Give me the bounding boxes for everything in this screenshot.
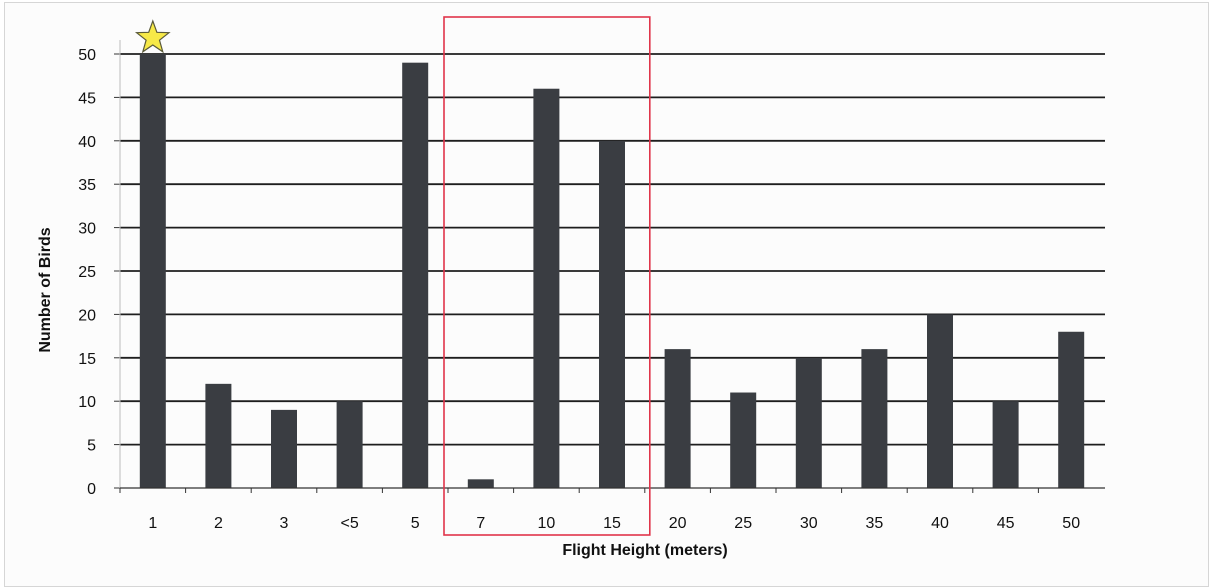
highlight-box xyxy=(443,16,651,536)
bar xyxy=(795,357,822,488)
bar xyxy=(992,401,1019,488)
star-icon xyxy=(134,19,171,54)
x-tick-label: 2 xyxy=(214,515,223,532)
bar xyxy=(861,349,888,488)
bar xyxy=(467,479,494,488)
y-tick-label: 10 xyxy=(78,394,96,411)
y-axis-ticks: 0 5 10 15 20 25 30 35 40 45 50 xyxy=(78,40,121,498)
x-axis-title: Flight Height (meters) xyxy=(562,542,727,559)
x-tick-label: 25 xyxy=(734,515,752,532)
y-tick-label: 25 xyxy=(78,264,96,281)
x-tick-label: 7 xyxy=(476,515,485,532)
y-tick-label: 30 xyxy=(78,221,96,238)
bars xyxy=(139,54,1085,489)
x-tick-label: 50 xyxy=(1062,515,1080,532)
x-tick-label: 1 xyxy=(148,515,157,532)
y-axis-title: Number of Birds xyxy=(37,227,54,352)
y-tick-label: 35 xyxy=(78,177,96,194)
x-tick-label: 20 xyxy=(669,515,687,532)
x-tick-label: 5 xyxy=(411,515,420,532)
bar xyxy=(599,140,625,489)
y-tick-label: 20 xyxy=(78,307,96,324)
x-tick-label: 3 xyxy=(280,515,289,532)
y-tick-label: 40 xyxy=(78,134,96,151)
x-tick-label: 30 xyxy=(800,515,818,532)
x-axis-ticks: 1 2 3 <5 5 7 10 15 20 25 30 35 40 45 50 xyxy=(119,488,1080,532)
x-tick-label: 45 xyxy=(997,515,1015,532)
y-tick-label: 15 xyxy=(78,351,96,368)
y-tick-label: 5 xyxy=(87,438,96,455)
bar xyxy=(1058,331,1085,488)
y-tick-label: 0 xyxy=(87,481,96,498)
y-tick-label: 45 xyxy=(78,90,96,107)
x-tick-label: 40 xyxy=(931,515,949,532)
y-tick-label: 50 xyxy=(78,47,96,64)
bar xyxy=(533,88,560,488)
bar xyxy=(205,383,232,488)
bar xyxy=(730,392,757,488)
bar xyxy=(271,409,297,488)
bar xyxy=(927,314,953,488)
bar xyxy=(664,349,691,488)
bar xyxy=(139,54,166,488)
bar xyxy=(402,62,429,489)
x-tick-label: 15 xyxy=(603,515,621,532)
x-tick-label: 10 xyxy=(538,515,556,532)
x-tick-label: <5 xyxy=(340,515,358,532)
x-tick-label: 35 xyxy=(866,515,884,532)
bar xyxy=(336,401,363,488)
